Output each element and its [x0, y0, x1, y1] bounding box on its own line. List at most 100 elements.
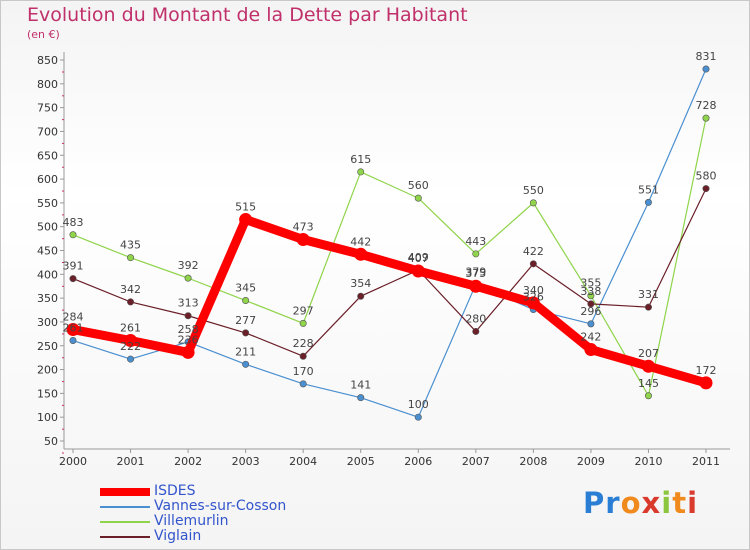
data-point-vannes-sur-cosson — [414, 413, 422, 421]
x-tick-label: 2005 — [347, 455, 375, 468]
logo-letter: i — [687, 486, 699, 520]
data-point-villemurlin — [644, 392, 652, 400]
data-point-villemurlin — [414, 194, 422, 202]
data-point-villemurlin — [242, 297, 250, 305]
data-point-viglain — [242, 329, 250, 337]
data-label-isdes: 515 — [235, 201, 256, 214]
data-point-villemurlin — [472, 250, 480, 258]
chart-title: Evolution du Montant de la Dette par Hab… — [27, 4, 468, 26]
data-label-vannes-sur-cosson: 326 — [523, 291, 544, 304]
data-label-isdes: 172 — [696, 364, 717, 377]
data-label-villemurlin: 550 — [523, 184, 544, 197]
data-label-viglain: 280 — [465, 312, 486, 325]
legend-label: Viglain — [154, 528, 202, 544]
data-point-viglain — [702, 185, 710, 193]
y-tick-label: 500 — [37, 221, 58, 234]
data-point-isdes — [66, 323, 80, 337]
y-tick-label: 850 — [37, 54, 58, 67]
series-line-villemurlin — [72, 117, 707, 397]
data-point-vannes-sur-cosson — [127, 355, 135, 363]
data-label-vannes-sur-cosson: 258 — [178, 323, 199, 336]
data-label-vannes-sur-cosson: 261 — [63, 322, 84, 335]
series-line-vannes-sur-cosson — [72, 68, 707, 418]
legend-label: Vannes-sur-Cosson — [154, 498, 287, 514]
data-point-vannes-sur-cosson — [702, 65, 710, 73]
y-tick-label: 450 — [37, 245, 58, 258]
chart-unit: (en €) — [27, 28, 60, 41]
data-label-isdes: 207 — [638, 347, 659, 360]
data-label-isdes: 242 — [580, 331, 601, 344]
y-tick-label: 200 — [37, 364, 58, 377]
data-label-vannes-sur-cosson: 831 — [696, 50, 717, 63]
data-label-villemurlin: 560 — [408, 179, 429, 192]
data-label-viglain: 354 — [350, 277, 371, 290]
data-label-vannes-sur-cosson: 296 — [580, 305, 601, 318]
x-tick-label: 2002 — [174, 455, 202, 468]
proxiti-logo: Proxiti — [583, 486, 698, 520]
data-label-villemurlin: 297 — [293, 304, 314, 317]
data-point-isdes — [181, 345, 195, 359]
data-label-viglain: 391 — [63, 260, 84, 273]
data-point-viglain — [472, 327, 480, 335]
x-tick-label: 2006 — [404, 455, 432, 468]
logo-letter: P — [583, 486, 606, 520]
y-tick-label: 50 — [44, 435, 58, 448]
data-label-vannes-sur-cosson: 170 — [293, 365, 314, 378]
y-tick-label: 600 — [37, 173, 58, 186]
data-label-viglain: 342 — [120, 283, 141, 296]
data-label-viglain: 277 — [235, 314, 256, 327]
data-label-isdes: 261 — [120, 322, 141, 335]
data-label-villemurlin: 443 — [465, 235, 486, 248]
data-point-viglain — [127, 298, 135, 306]
data-point-villemurlin — [357, 168, 365, 176]
x-tick-label: 2010 — [634, 455, 662, 468]
data-point-viglain — [529, 260, 537, 268]
data-point-viglain — [69, 275, 77, 283]
data-label-vannes-sur-cosson: 551 — [638, 183, 659, 196]
data-point-villemurlin — [702, 114, 710, 122]
data-label-viglain: 580 — [696, 170, 717, 183]
y-tick-label: 100 — [37, 411, 58, 424]
data-point-isdes — [526, 296, 540, 310]
data-point-isdes — [124, 334, 138, 348]
logo-letter: t — [672, 486, 688, 520]
legend-label: Villemurlin — [154, 513, 229, 529]
y-tick-label: 350 — [37, 292, 58, 305]
data-label-isdes: 284 — [63, 311, 84, 324]
legend-swatch — [100, 521, 150, 523]
data-point-isdes — [296, 233, 310, 247]
data-label-viglain: 331 — [638, 288, 659, 301]
data-label-villemurlin: 728 — [696, 99, 717, 112]
data-label-isdes: 407 — [408, 252, 429, 265]
y-tick-label: 700 — [37, 125, 58, 138]
logo-letter: i — [661, 486, 673, 520]
data-label-isdes: 375 — [465, 267, 486, 280]
legend-label: ISDES — [154, 483, 196, 499]
data-point-viglain — [644, 303, 652, 311]
data-point-villemurlin — [529, 199, 537, 207]
data-point-villemurlin — [299, 319, 307, 327]
x-tick-label: 2008 — [519, 455, 547, 468]
data-label-viglain: 313 — [178, 297, 199, 310]
y-tick-label: 250 — [37, 340, 58, 353]
data-point-villemurlin — [69, 231, 77, 239]
data-point-vannes-sur-cosson — [587, 320, 595, 328]
data-label-vannes-sur-cosson: 141 — [350, 379, 371, 392]
x-tick-label: 2001 — [117, 455, 145, 468]
data-label-isdes: 340 — [523, 284, 544, 297]
legend-swatch — [100, 536, 150, 538]
data-label-villemurlin: 435 — [120, 239, 141, 252]
data-label-villemurlin: 345 — [235, 282, 256, 295]
data-point-isdes — [584, 343, 598, 357]
data-label-viglain: 228 — [293, 337, 314, 350]
data-label-isdes: 236 — [178, 333, 199, 346]
data-label-viglain: 338 — [580, 285, 601, 298]
legend-swatch — [100, 488, 150, 496]
data-point-isdes — [354, 247, 368, 261]
data-label-isdes: 473 — [293, 221, 314, 234]
x-tick-label: 2011 — [692, 455, 720, 468]
data-point-viglain — [587, 300, 595, 308]
data-label-villemurlin: 355 — [580, 277, 601, 290]
